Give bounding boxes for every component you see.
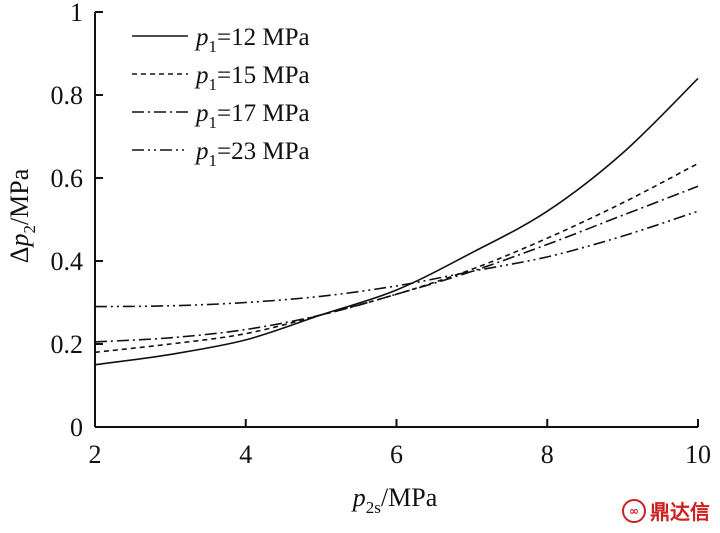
x-tick-label: 4 bbox=[239, 440, 252, 469]
series-line-3 bbox=[94, 185, 699, 343]
x-tick-label: 2 bbox=[89, 440, 102, 469]
watermark: ∞ 鼎达信 bbox=[622, 496, 710, 525]
legend-label-3: p1=17 MPa bbox=[194, 100, 310, 132]
y-tick-label: 0.4 bbox=[51, 247, 84, 276]
legend-label-2: p1=15 MPa bbox=[194, 62, 310, 94]
y-tick-label: 0.6 bbox=[51, 164, 84, 193]
series-line-1 bbox=[94, 77, 699, 366]
x-axis-title: p2s/MPa bbox=[351, 483, 438, 517]
x-tick-label: 8 bbox=[541, 440, 554, 469]
ticks: 2 4 6 8 10 0 0.2 0.4 0.6 0.8 1 bbox=[51, 0, 712, 469]
legend-label-4: p1=23 MPa bbox=[194, 138, 310, 170]
y-tick-label: 0.2 bbox=[51, 330, 84, 359]
y-tick-label: 0 bbox=[70, 413, 83, 442]
x-tick-label: 10 bbox=[685, 440, 711, 469]
y-tick-label: 0.8 bbox=[51, 81, 84, 110]
series-line-2 bbox=[94, 162, 699, 354]
axes bbox=[94, 12, 698, 428]
series-layer bbox=[94, 77, 699, 366]
legend: p1=12 MPa p1=15 MPa p1=17 MPa p1=23 MPa bbox=[132, 24, 310, 170]
x-tick-label: 6 bbox=[390, 440, 403, 469]
series-line-4 bbox=[94, 210, 699, 308]
legend-label-1: p1=12 MPa bbox=[194, 24, 310, 56]
watermark-logo-icon: ∞ bbox=[622, 498, 646, 523]
y-axis-title: Δp2/MPa bbox=[5, 168, 39, 263]
watermark-text: 鼎达信 bbox=[650, 500, 710, 524]
y-tick-label: 1 bbox=[70, 0, 83, 27]
